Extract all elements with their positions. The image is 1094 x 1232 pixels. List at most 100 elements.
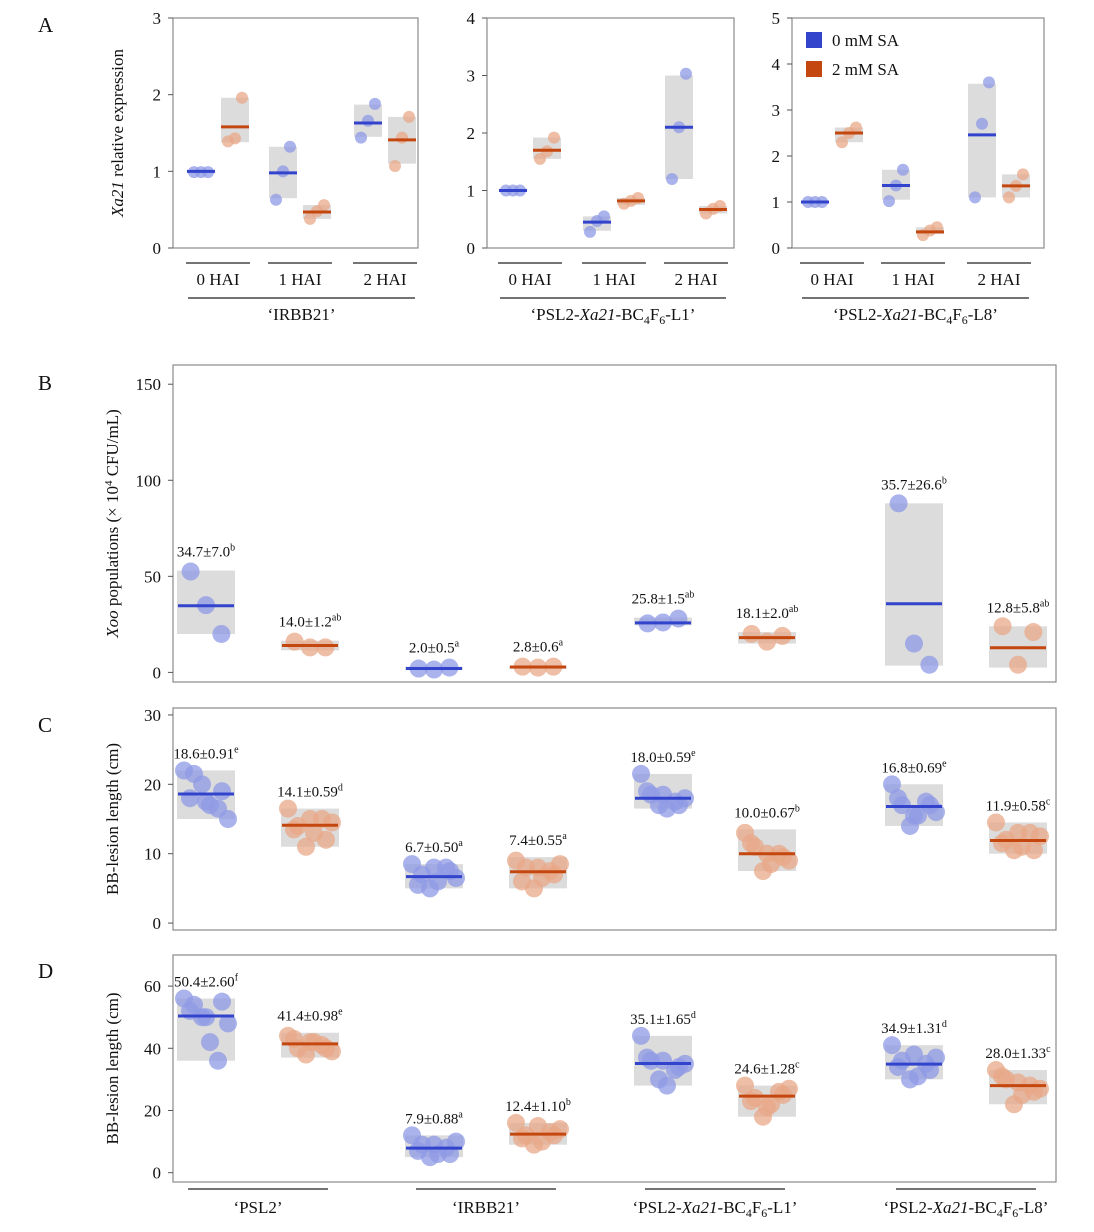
x-category-label: 1 HAI xyxy=(593,270,636,289)
significance-letter: d xyxy=(338,783,343,794)
plot-frame xyxy=(172,954,1057,1183)
data-point xyxy=(236,91,248,104)
legend-swatch xyxy=(806,32,822,48)
data-point xyxy=(301,638,319,657)
data-point xyxy=(213,992,231,1011)
y-tick-label: 0 xyxy=(772,239,781,258)
data-point xyxy=(355,131,367,144)
data-point xyxy=(1024,623,1043,642)
data-point xyxy=(976,117,988,130)
value-label: 25.8±1.5ab xyxy=(632,590,695,608)
significance-letter: ab xyxy=(332,613,341,624)
value-label: 18.0±0.59e xyxy=(630,748,696,766)
y-tick-label: 0 xyxy=(153,1164,162,1183)
data-point xyxy=(993,834,1011,853)
label-part: Xa21 xyxy=(579,305,616,324)
y-axis-label-sup: 4 xyxy=(103,480,115,486)
label-part: -BC xyxy=(616,305,644,324)
data-point xyxy=(993,617,1012,636)
data-point xyxy=(889,789,907,808)
data-point xyxy=(317,1039,335,1058)
data-point xyxy=(1025,841,1043,860)
data-point xyxy=(219,810,237,828)
label-part: -BC xyxy=(718,1198,746,1217)
data-point xyxy=(545,865,563,884)
y-tick-label: 4 xyxy=(467,9,476,28)
value-text: 2.0±0.5 xyxy=(409,641,455,657)
data-point xyxy=(758,632,776,651)
label-part: ‘PSL2’ xyxy=(233,1198,282,1217)
group-label: ‘PSL2-Xa21-BC4F6-L8’ xyxy=(833,305,998,327)
x-group-label: ‘IRBB21’ xyxy=(452,1198,520,1217)
x-category-label: 2 HAI xyxy=(978,270,1021,289)
x-category-label: 0 HAI xyxy=(197,270,240,289)
panel-letter-A: A xyxy=(38,13,54,37)
y-axis-label-end: CFU/mL) xyxy=(103,409,122,480)
significance-letter: a xyxy=(562,831,567,842)
value-text: 24.6±1.28 xyxy=(734,1062,795,1078)
y-tick-label: 5 xyxy=(772,9,781,28)
data-point xyxy=(889,1057,907,1076)
data-point xyxy=(987,813,1005,832)
panel-letter-B: B xyxy=(38,371,52,395)
data-point xyxy=(632,764,650,783)
label-part: 4 xyxy=(746,1206,752,1220)
data-point xyxy=(774,848,792,867)
data-point xyxy=(534,152,546,165)
label-part: -L1’ xyxy=(665,305,695,324)
x-category-label: 0 HAI xyxy=(509,270,552,289)
y-tick-label: 2 xyxy=(467,124,476,143)
value-text: 25.8±1.5 xyxy=(632,592,685,608)
y-tick-label: 30 xyxy=(144,706,161,725)
label-part: 4 xyxy=(644,313,650,327)
significance-letter: c xyxy=(1046,796,1051,807)
data-point xyxy=(670,1057,688,1076)
significance-letter: b xyxy=(795,803,800,814)
value-text: 2.8±0.6 xyxy=(513,640,559,656)
y-tick-label: 150 xyxy=(136,375,162,394)
label-part: 6 xyxy=(962,313,968,327)
data-point xyxy=(403,110,415,123)
data-point xyxy=(931,221,943,234)
y-axis-label: Xa21 relative expression xyxy=(108,48,127,218)
y-tick-label: 0 xyxy=(153,914,162,933)
data-point xyxy=(201,1033,219,1052)
value-text: 35.1±1.65 xyxy=(630,1012,691,1028)
x-category-label: 2 HAI xyxy=(675,270,718,289)
y-axis-label-text: populations (× 10 xyxy=(103,486,122,610)
x-category-label: 0 HAI xyxy=(811,270,854,289)
label-part: F xyxy=(1003,1198,1012,1217)
value-label: 6.7±0.50a xyxy=(405,838,463,856)
y-tick-label: 3 xyxy=(772,101,781,120)
value-label: 41.4±0.98e xyxy=(277,1007,343,1025)
value-label: 12.8±5.8ab xyxy=(987,598,1050,616)
y-tick-label: 2 xyxy=(772,147,781,166)
value-text: 11.9±0.58 xyxy=(986,798,1046,814)
significance-letter: d xyxy=(691,1010,696,1021)
data-point xyxy=(301,810,319,828)
value-label: 24.6±1.28c xyxy=(734,1060,800,1078)
data-point xyxy=(654,1051,672,1070)
data-point xyxy=(389,159,401,172)
y-tick-label: 1 xyxy=(772,193,781,212)
data-point xyxy=(425,1135,443,1154)
significance-letter: c xyxy=(795,1060,800,1071)
label-part: Xa21 xyxy=(932,1198,969,1217)
data-point xyxy=(209,1051,227,1070)
y-tick-label: 0 xyxy=(467,239,476,258)
significance-letter: e xyxy=(234,744,239,755)
data-point xyxy=(301,1033,319,1052)
value-text: 7.4±0.55 xyxy=(509,833,562,849)
panel-letter-D: D xyxy=(38,959,53,983)
data-point xyxy=(1003,191,1015,204)
data-point xyxy=(297,837,315,856)
data-point xyxy=(773,626,792,645)
value-text: 41.4±0.98 xyxy=(277,1009,338,1025)
legend-swatch xyxy=(806,61,822,77)
label-part: ‘PSL2- xyxy=(884,1198,933,1217)
data-point xyxy=(529,858,547,877)
y-tick-label: 1 xyxy=(153,162,162,181)
y-tick-label: 20 xyxy=(144,775,161,794)
y-tick-label: 3 xyxy=(153,9,162,28)
